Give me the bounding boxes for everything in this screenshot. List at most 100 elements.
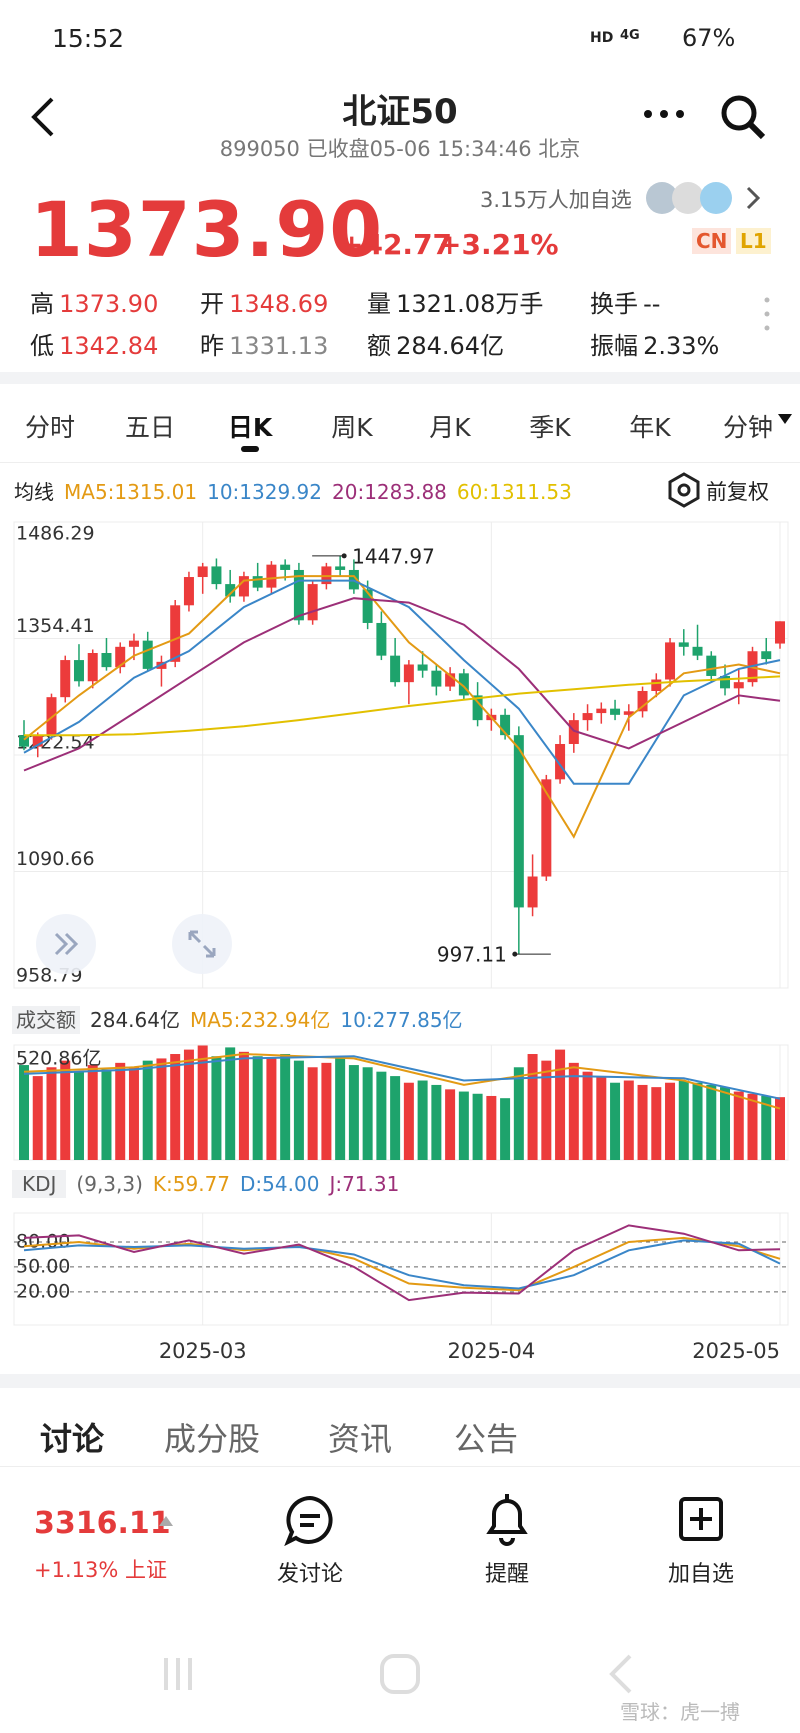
volume-bar (445, 1089, 456, 1160)
stat-value: 1348.69 (229, 290, 329, 318)
stat: 开 1348.69 (200, 284, 328, 319)
more-button[interactable] (642, 108, 686, 120)
volume-bar (225, 1047, 236, 1160)
volume-bar (362, 1067, 373, 1160)
badge: CN (692, 228, 732, 254)
action-label[interactable]: 加自选 (667, 1562, 735, 1587)
period-tab[interactable]: 日K (227, 413, 273, 442)
candle-body (610, 708, 621, 715)
volume-label: 成交额 (12, 1006, 80, 1034)
candle-body (678, 642, 689, 647)
candle-body (307, 584, 318, 621)
candle-body (458, 673, 469, 696)
action-label[interactable]: 发讨论 (276, 1562, 344, 1587)
search-button[interactable] (718, 92, 768, 142)
stat-label: 开 (200, 290, 224, 318)
candle-body (568, 720, 579, 744)
news-tab[interactable]: 公告 (454, 1420, 519, 1458)
stat-value: -- (643, 290, 661, 318)
news-tab[interactable]: 讨论 (40, 1420, 105, 1458)
volume-bar (513, 1067, 524, 1160)
alert-icon[interactable] (482, 1492, 532, 1548)
index-change[interactable]: +1.13% 上证 (34, 1558, 167, 1582)
followers[interactable]: 3.15万人加自选 (480, 188, 632, 212)
volume-bar (761, 1095, 772, 1160)
nav-bar (164, 1654, 632, 1694)
dropdown-arrow (778, 414, 792, 424)
volume-bar (623, 1080, 634, 1160)
candle-body (720, 675, 731, 689)
expand-button[interactable] (172, 914, 232, 974)
candle-body (280, 564, 291, 570)
legend-item: D:54.00 (240, 1172, 320, 1196)
volume-bar (156, 1058, 167, 1160)
stat: 低 1342.84 (30, 326, 158, 361)
period-tab[interactable]: 月K (429, 413, 471, 442)
period-tab[interactable]: 五日 (124, 413, 176, 442)
stat: 高 1373.90 (30, 284, 158, 319)
candle-body (183, 577, 194, 606)
back-button[interactable] (28, 95, 60, 139)
annotation-dot (512, 951, 518, 957)
volume-bar (170, 1054, 181, 1160)
candle-body (706, 655, 717, 676)
period-tab[interactable]: 周K (331, 413, 373, 442)
stat: 振幅 2.33% (590, 326, 719, 361)
index-value[interactable]: 3316.11 (34, 1506, 171, 1541)
period-tab[interactable]: 分钟 (722, 413, 774, 442)
stat-value: 1342.84 (59, 332, 159, 360)
kdj-label: KDJ (12, 1170, 67, 1198)
volume-bar (19, 1065, 29, 1160)
status-signal: 4G (620, 28, 640, 43)
candle-body (225, 584, 236, 597)
panel-frame (13, 1212, 789, 1326)
ma-legend: 均线 MA5:1315.01 10:1329.92 20:1283.88 60:1311… (14, 476, 582, 505)
legend-item: 284.64亿 (90, 1008, 180, 1032)
volume-bar (582, 1071, 593, 1160)
annotation: 1447.97 (352, 544, 435, 568)
legend-item: 60:1311.53 (456, 480, 572, 504)
stat-label: 量 (367, 290, 391, 318)
discuss-icon[interactable] (284, 1494, 336, 1546)
kdj-params: (9,3,3) (76, 1172, 143, 1196)
volume-bar (458, 1091, 469, 1160)
volume-bar (733, 1091, 744, 1160)
candle-body (19, 735, 29, 747)
stat-label: 额 (367, 332, 391, 360)
watchlist-icon[interactable] (678, 1496, 724, 1542)
period-tab[interactable]: 年K (629, 413, 671, 442)
annotation: 997.11 (437, 943, 507, 967)
adjust-icon[interactable] (666, 472, 702, 508)
action-label[interactable]: 提醒 (484, 1562, 530, 1587)
volume-bar (706, 1084, 717, 1160)
more-stats[interactable] (762, 296, 772, 336)
up-arrow (159, 1516, 173, 1526)
volume-bar (335, 1058, 346, 1160)
candle-body (623, 711, 634, 715)
news-tab[interactable]: 成分股 (164, 1420, 261, 1458)
adjust-label[interactable]: 前复权 (706, 480, 769, 504)
y-tick-label: 1354.41 (16, 615, 95, 637)
legend-item: MA5:232.94亿 (189, 1008, 331, 1032)
news-tab[interactable]: 资讯 (328, 1420, 393, 1458)
separator (0, 372, 800, 384)
stat: 量 1321.08万手 (367, 284, 543, 319)
header-title: 北证50 (342, 92, 458, 132)
candle-body (472, 695, 483, 721)
period-tab[interactable]: 季K (529, 413, 571, 442)
candle-body (651, 679, 662, 691)
stat-label: 低 (30, 332, 54, 360)
volume-bar (142, 1060, 153, 1160)
candle-body (266, 564, 277, 588)
candle-body (541, 779, 552, 877)
volume-bar (73, 1071, 84, 1160)
candle-body (376, 622, 387, 656)
stat-label: 振幅 (590, 332, 638, 360)
ma-label: 均线 (14, 480, 54, 504)
scroll-button[interactable] (36, 914, 96, 974)
indicator-line (23, 1239, 781, 1290)
volume-bar (541, 1060, 552, 1160)
stat-value: 1321.08万手 (396, 290, 544, 318)
period-tab[interactable]: 分时 (24, 413, 76, 442)
volume-bar (321, 1062, 332, 1160)
